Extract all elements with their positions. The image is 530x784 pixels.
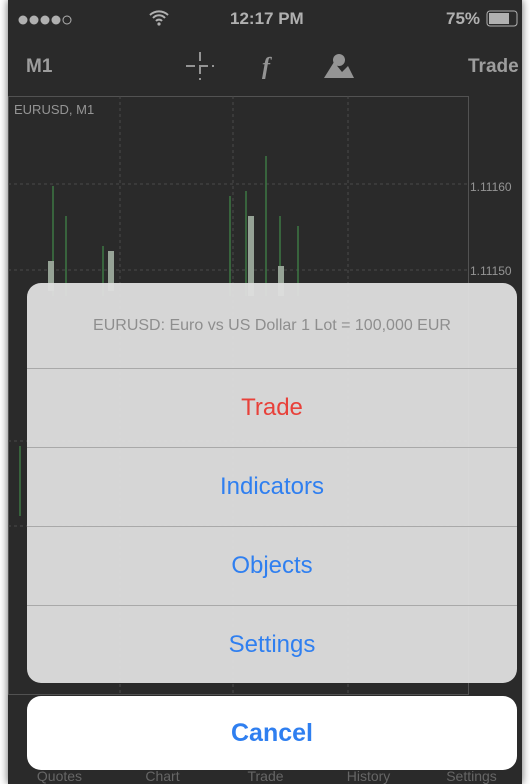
price-label: 1.11150 bbox=[470, 264, 512, 278]
tab[interactable]: History bbox=[346, 768, 391, 784]
screen: 12:17 PM 75% M1 f Trade EURUSD, M1 1.111… bbox=[8, 0, 522, 784]
svg-text:f: f bbox=[262, 54, 272, 80]
toolbar: M1 f Trade bbox=[8, 38, 522, 94]
price-label: 1.11160 bbox=[470, 180, 512, 194]
sheet-item[interactable]: Indicators bbox=[27, 447, 517, 526]
status-bar: 12:17 PM 75% bbox=[8, 0, 522, 38]
clock: 12:17 PM bbox=[230, 9, 304, 28]
sheet-item[interactable]: Trade bbox=[27, 368, 517, 447]
action-sheet: EURUSD: Euro vs US Dollar 1 Lot = 100,00… bbox=[27, 283, 517, 683]
sheet-item[interactable]: Objects bbox=[27, 526, 517, 605]
chart-symbol: EURUSD, M1 bbox=[14, 102, 95, 117]
tab[interactable]: Trade bbox=[247, 768, 284, 784]
tab[interactable]: Quotes bbox=[36, 768, 83, 784]
wifi-icon bbox=[149, 10, 169, 26]
sheet-item[interactable]: Settings bbox=[27, 605, 517, 683]
battery-level: 75% bbox=[446, 9, 481, 28]
signal-icon bbox=[18, 15, 72, 25]
sheet-title: EURUSD: Euro vs US Dollar 1 Lot = 100,00… bbox=[93, 316, 451, 334]
cancel-button[interactable]: Cancel bbox=[27, 696, 517, 770]
tab[interactable]: Chart bbox=[145, 768, 180, 784]
battery-icon bbox=[486, 10, 518, 27]
toolbar-icons: f bbox=[186, 52, 354, 80]
tab[interactable]: Settings bbox=[446, 768, 497, 784]
trade-button[interactable]: Trade bbox=[468, 56, 519, 77]
timeframe-button[interactable]: M1 bbox=[26, 56, 53, 77]
